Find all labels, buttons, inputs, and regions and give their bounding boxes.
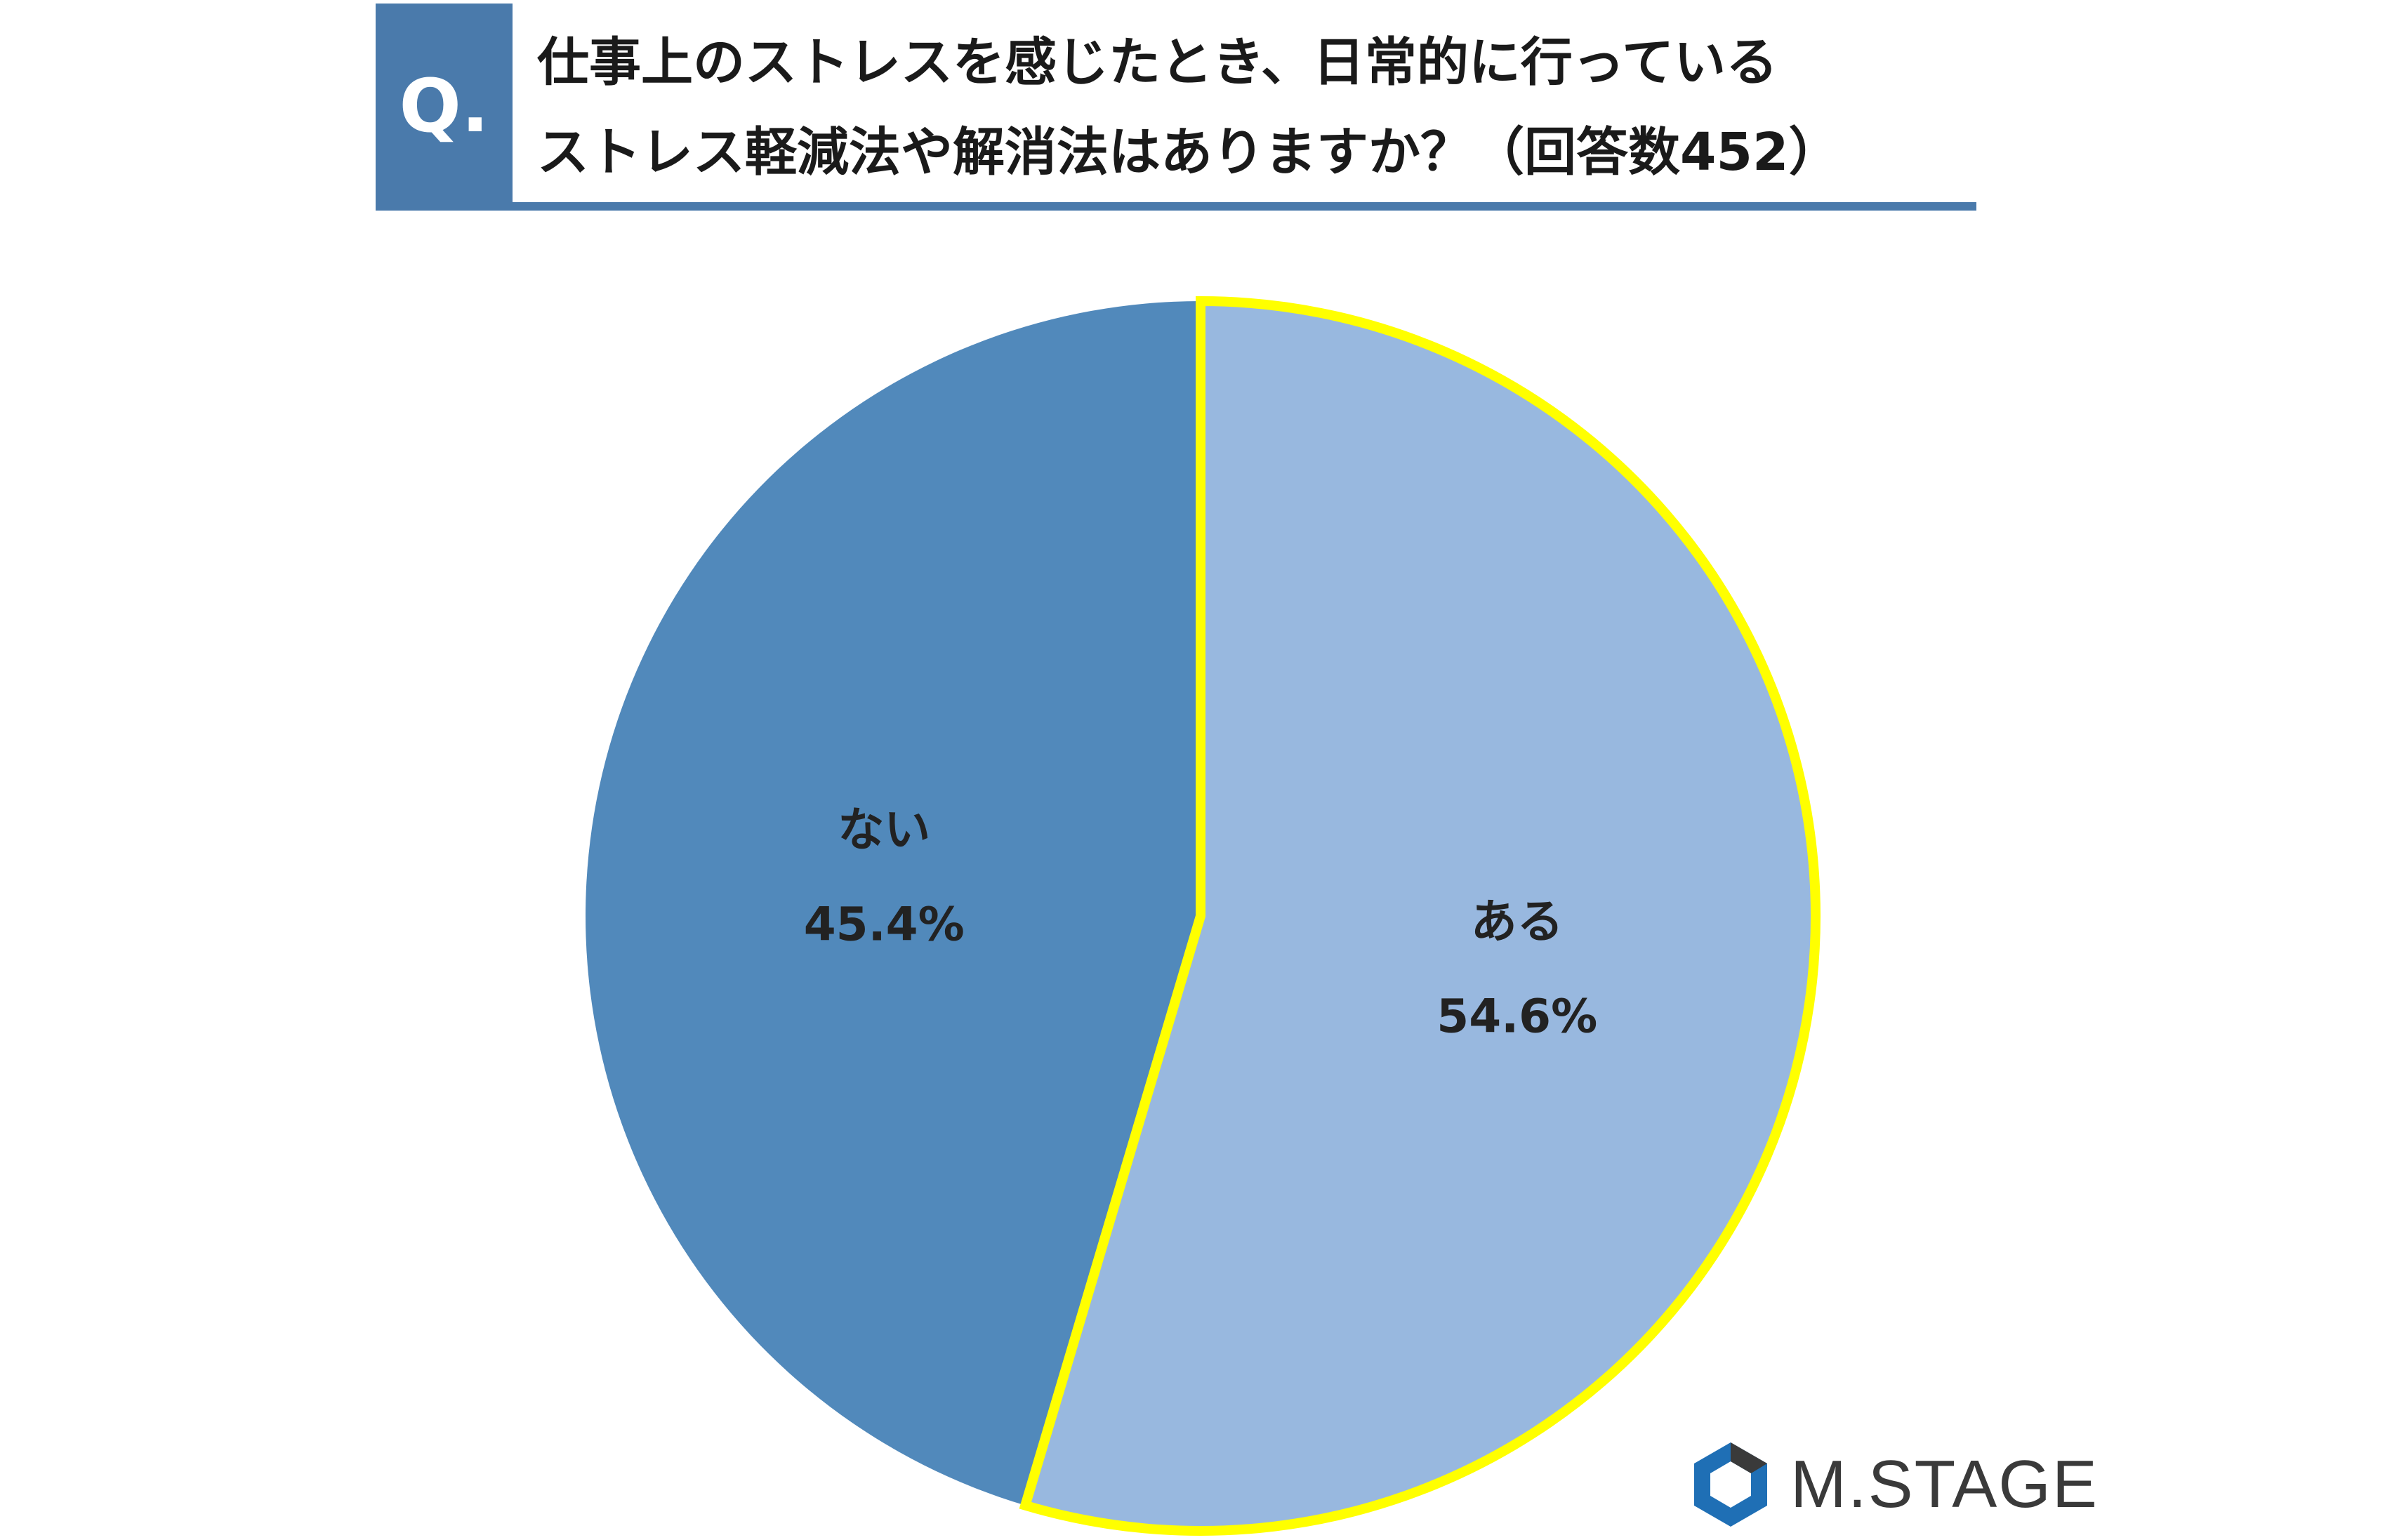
logo-hexagon-icon [1694, 1442, 1767, 1527]
slice-category-label: ある [1471, 895, 1564, 949]
slice-category-label: ない [838, 802, 930, 856]
question-title: 仕事上のストレスを感じたとき、日常的に行っている ストレス軽減法や解消法はありま… [537, 18, 1976, 197]
question-mark-label: Q. [399, 63, 489, 149]
header-underline [376, 202, 1976, 211]
brand-logo: M.STAGE [1685, 1439, 2099, 1530]
slice-value-label: 54.6% [1436, 990, 1597, 1044]
pie-slice-2 [586, 301, 1201, 1506]
logo-text: M.STAGE [1790, 1447, 2099, 1522]
question-line-1: 仕事上のストレスを感じたとき、日常的に行っている [537, 32, 1778, 93]
question-line-2: ストレス軽減法や解消法はありますか？（回答数452） [537, 122, 1841, 182]
question-badge: Q. [376, 4, 513, 208]
slice-value-label: 45.4% [804, 897, 965, 951]
pie-slice-1 [1019, 296, 1821, 1536]
